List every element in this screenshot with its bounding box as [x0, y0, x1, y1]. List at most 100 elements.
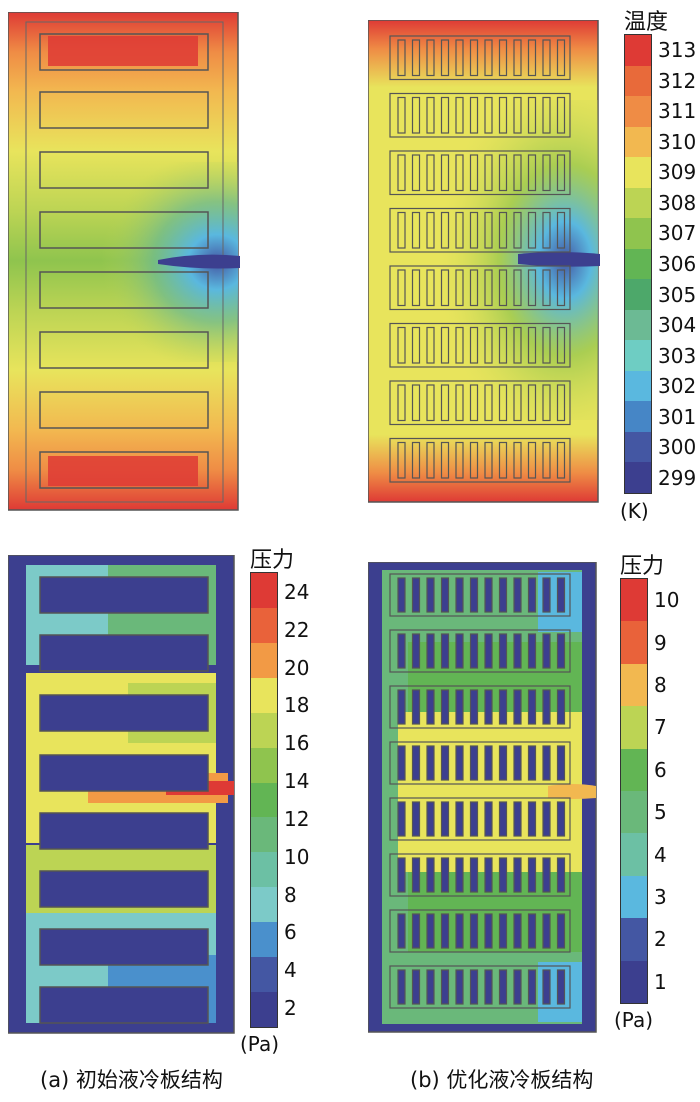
slot-fin — [440, 154, 450, 192]
slot-fin — [498, 969, 508, 1005]
slot-fin — [498, 857, 508, 893]
legend-tick-label: 309 — [658, 160, 697, 185]
channel-row — [389, 741, 571, 785]
slot-fin — [455, 577, 464, 613]
slot-fin — [498, 384, 508, 422]
slot-fin — [411, 96, 421, 134]
pressure-legend-initial-title: 压力 — [250, 548, 295, 573]
slot-fin — [542, 969, 551, 1005]
slot-fin — [542, 211, 551, 249]
slot-fin — [411, 154, 421, 192]
slot-fin — [440, 801, 450, 837]
channel-row — [389, 437, 571, 483]
colorbar-segment — [625, 309, 651, 341]
slot-fin — [411, 211, 421, 249]
channel-row — [389, 629, 571, 673]
pressure-field-initial-plate — [8, 555, 235, 1034]
legend-tick-label: 4 — [284, 958, 297, 983]
slot-fin — [455, 154, 464, 192]
legend-tick-label: 10 — [654, 588, 680, 613]
slot-fin — [440, 745, 450, 781]
legend-tick-label: 302 — [658, 374, 697, 399]
slot-fin — [556, 801, 566, 837]
slot-fin — [426, 211, 435, 249]
slot-fin — [527, 577, 537, 613]
channel-row — [389, 322, 571, 368]
slot-fin — [411, 39, 421, 77]
slot-fin — [556, 689, 566, 725]
slot-fin — [556, 269, 566, 307]
colorbar-segment — [251, 992, 277, 1027]
slot-fin — [411, 633, 421, 669]
legend-tick-label: 6 — [284, 920, 297, 945]
colorbar-segment — [251, 782, 277, 818]
legend-tick-label: 3 — [654, 885, 667, 909]
slot-fin — [556, 857, 566, 893]
slot-fin — [411, 689, 421, 725]
slot-fin — [484, 745, 493, 781]
slot-fin — [440, 211, 450, 249]
slot-fin — [397, 745, 406, 781]
slot-fin — [426, 326, 435, 364]
colorbar-segment — [621, 918, 647, 961]
slot-fin — [440, 633, 450, 669]
legend-tick-label: 5 — [654, 800, 667, 825]
slot-fin — [542, 633, 551, 669]
slot-fin — [484, 211, 493, 249]
colorbar-segment — [625, 248, 651, 280]
slot-fin — [542, 913, 551, 949]
slot-fin — [426, 913, 435, 949]
slot-fin — [397, 39, 406, 77]
slot-fin — [426, 689, 435, 725]
colorbar-segment — [621, 748, 647, 791]
slot-fin — [513, 96, 522, 134]
slot-fin — [542, 39, 551, 77]
slot-fin — [397, 384, 406, 422]
colorbar-segment — [621, 833, 647, 876]
caption-initial-plate: (a) 初始液冷板结构 — [40, 1068, 223, 1092]
slot-fin — [527, 384, 537, 422]
slot-fin — [411, 745, 421, 781]
channel-row — [389, 380, 571, 426]
slot-fin — [455, 39, 464, 77]
slot-fin — [527, 326, 537, 364]
slot-fin — [513, 154, 522, 192]
slot-fin — [484, 384, 493, 422]
slot-fin — [397, 689, 406, 725]
slot-fin — [455, 269, 464, 307]
slot-fin — [527, 689, 537, 725]
slot-fin — [484, 269, 493, 307]
slot-fin — [556, 211, 566, 249]
colorbar-segment — [251, 817, 277, 853]
slot-fin — [556, 969, 566, 1005]
slot-fin — [440, 969, 450, 1005]
slot-fin — [397, 857, 406, 893]
slot-fin — [469, 633, 479, 669]
legend-tick-label: 306 — [658, 252, 697, 276]
legend-tick-label: 14 — [284, 769, 310, 794]
slot-fin — [542, 577, 551, 613]
legend-tick-label: 300 — [658, 435, 697, 460]
slot-fin — [411, 326, 421, 364]
slot-fin — [411, 441, 421, 479]
slot-fin — [455, 211, 464, 249]
slot-fin — [469, 801, 479, 837]
slot-fin — [397, 211, 406, 249]
slot-fin — [498, 211, 508, 249]
colorbar-segment — [625, 35, 651, 66]
slot-fin — [484, 154, 493, 192]
slot-fin — [484, 96, 493, 134]
slot-fin — [498, 577, 508, 613]
slot-fin — [542, 269, 551, 307]
slot-fin — [513, 384, 522, 422]
slot-fin — [484, 441, 493, 479]
colorbar-segment — [625, 279, 651, 310]
temperature-field-initial-plate — [8, 12, 240, 511]
slot-fin — [513, 269, 522, 307]
legend-tick-label: 299 — [658, 465, 697, 490]
colorbar-segment — [621, 663, 647, 707]
slot-fin — [556, 745, 566, 781]
slot-fin — [469, 96, 479, 134]
slot-fin — [469, 857, 479, 893]
slot-fin — [484, 633, 493, 669]
